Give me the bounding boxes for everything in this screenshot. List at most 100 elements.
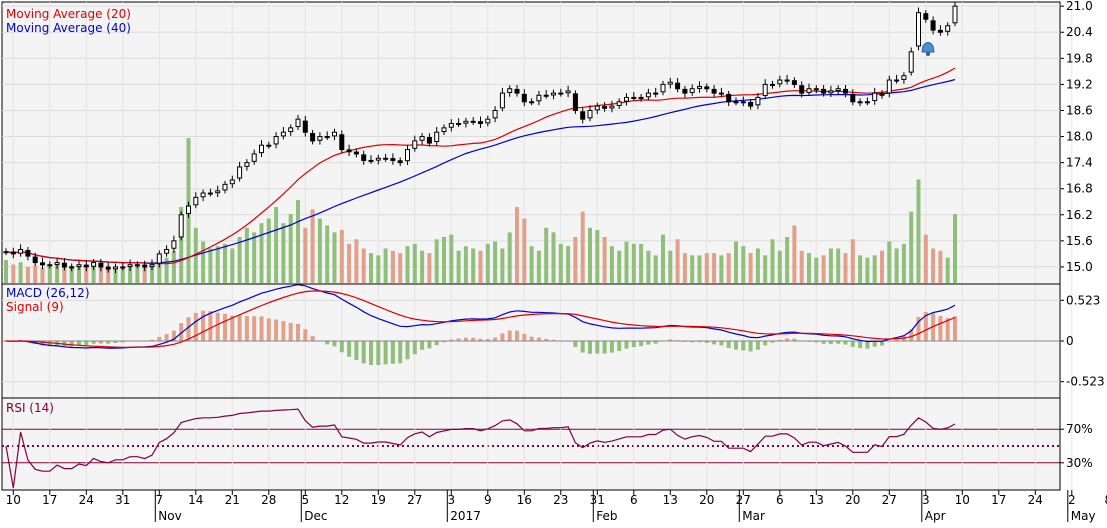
volume-bar	[617, 250, 622, 283]
volume-bar	[690, 255, 695, 283]
volume-bar	[807, 253, 811, 283]
macd-histogram-bar	[157, 336, 162, 341]
candle-body	[682, 88, 688, 94]
macd-histogram-bar	[485, 339, 490, 341]
volume-bar	[281, 223, 286, 283]
x-tick-label: 9	[484, 493, 492, 507]
candle-body	[624, 96, 629, 102]
macd-histogram-bar	[77, 341, 81, 346]
price-y-tick-label: 18.6	[1066, 103, 1093, 117]
price-y-tick-label: 16.8	[1066, 182, 1093, 196]
candle-body	[529, 101, 535, 104]
volume-bar	[748, 253, 753, 283]
price-y-tick-label: 17.4	[1066, 156, 1093, 170]
macd-histogram-bar	[376, 341, 381, 366]
volume-bar	[755, 248, 760, 283]
macd-histogram-bar	[420, 341, 425, 350]
x-tick-label: 19	[371, 493, 386, 507]
macd-histogram-bar	[609, 341, 614, 353]
candle-body	[448, 123, 454, 128]
month-label: 2017	[450, 509, 481, 523]
volume-bar	[697, 255, 702, 283]
candle-body	[105, 266, 111, 270]
macd-histogram-bar	[296, 323, 300, 341]
macd-histogram-bar	[208, 311, 213, 341]
macd-histogram-bar	[792, 338, 797, 341]
month-label: May	[1071, 509, 1096, 523]
candle-body	[434, 131, 440, 142]
macd-histogram-bar	[522, 333, 527, 341]
macd-histogram-bar	[777, 339, 782, 341]
volume-bar	[142, 264, 147, 283]
candle-body	[726, 93, 732, 103]
volume-bar	[471, 248, 476, 283]
candle-body	[879, 92, 885, 96]
candle-body	[740, 101, 746, 104]
macd-histogram-bar	[544, 338, 549, 341]
volume-bar	[493, 241, 498, 283]
macd-histogram-bar	[427, 341, 432, 349]
x-tick-label: 20	[699, 493, 714, 507]
candle-body	[733, 101, 739, 104]
x-tick-label: 3	[922, 493, 930, 507]
price-y-tick-label: 19.8	[1066, 51, 1093, 65]
candle-body	[266, 144, 272, 147]
candle-body	[120, 266, 126, 269]
macd-histogram-bar	[595, 341, 600, 354]
volume-bar	[938, 250, 943, 283]
rsi-y-tick-label: 70%	[1066, 422, 1093, 436]
macd-histogram-bar	[412, 341, 417, 355]
volume-bar	[208, 248, 213, 283]
macd-histogram-bar	[712, 341, 717, 345]
volume-bar	[113, 266, 118, 283]
volume-bar	[624, 241, 629, 283]
volume-bar	[712, 253, 717, 283]
volume-bar	[383, 248, 388, 283]
macd-histogram-bar	[617, 341, 622, 351]
macd-histogram-bar	[266, 318, 271, 341]
candle-body	[777, 79, 783, 85]
macd-histogram-bar	[500, 333, 505, 341]
macd-histogram-bar	[894, 338, 899, 341]
macd-histogram-bar	[332, 341, 337, 347]
candle-body	[368, 159, 374, 162]
volume-bar	[945, 257, 950, 283]
candle-body	[675, 82, 681, 90]
candle-body	[317, 136, 323, 141]
rsi-y-tick-label: 30%	[1066, 456, 1093, 470]
volume-bar	[522, 218, 527, 283]
macd-histogram-bar	[201, 310, 206, 341]
candle-body	[375, 157, 381, 161]
candle-body	[813, 88, 819, 91]
legend-ma40: Moving Average (40)	[6, 21, 131, 35]
macd-histogram-bar	[529, 336, 534, 341]
macd-histogram-bar	[653, 341, 658, 344]
macd-histogram-bar	[602, 341, 607, 354]
candle-body	[748, 101, 754, 107]
candle-body	[244, 162, 250, 167]
price-y-tick-label: 15.6	[1066, 234, 1093, 248]
ma20-line	[5, 67, 956, 265]
volume-bar	[719, 255, 724, 283]
volume-bar	[792, 225, 797, 283]
candle-body	[149, 264, 155, 268]
volume-bar	[317, 218, 322, 283]
candle-body	[945, 25, 951, 32]
month-label: Mar	[742, 509, 765, 523]
macd-histogram-bar	[646, 341, 651, 345]
volume-bar	[609, 246, 614, 283]
volume-bar	[18, 262, 23, 283]
volume-bar	[821, 255, 826, 283]
candle-body	[310, 133, 316, 142]
candle-body	[857, 101, 863, 104]
candle-body	[872, 92, 878, 101]
candle-body	[653, 92, 659, 95]
macd-histogram-bar	[223, 313, 227, 341]
macd-histogram-bar	[690, 341, 695, 343]
volume-bar	[734, 241, 738, 283]
macd-histogram-bar	[836, 341, 841, 344]
volume-bar	[398, 253, 403, 283]
x-tick-label: 5	[301, 493, 309, 507]
candle-body	[886, 79, 892, 94]
alert-bell-icon[interactable]	[921, 42, 935, 57]
